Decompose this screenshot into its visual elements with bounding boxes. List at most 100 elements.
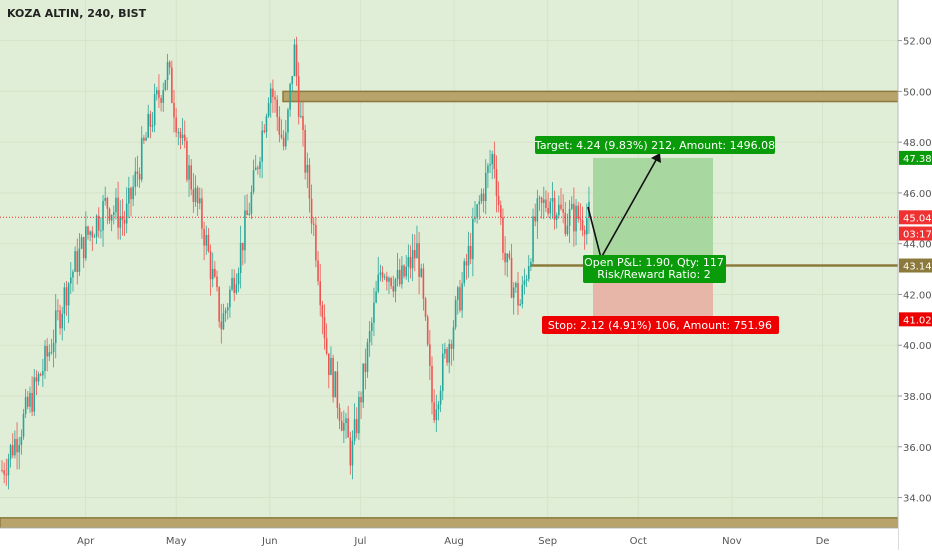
candle-body [175, 117, 177, 133]
candle-body [519, 304, 521, 306]
candle-body [89, 231, 91, 235]
candle-body [422, 268, 425, 299]
candle-body [586, 218, 588, 235]
candle-body [396, 269, 399, 280]
candle-body [463, 261, 466, 284]
candle-body [254, 167, 257, 171]
x-tick-label: Apr [77, 536, 95, 547]
candle-body [29, 392, 31, 407]
candle-body [87, 226, 89, 235]
candle-body [306, 164, 309, 173]
time-axis[interactable] [0, 528, 898, 550]
candle-body [72, 271, 74, 278]
candle-body [121, 216, 124, 220]
y-axis-ticks: 34.00 36.00 38.00 40.00 42.00 44.00 46.00 48.00… [898, 37, 932, 505]
candle-body [20, 436, 23, 445]
candle-body [433, 402, 435, 421]
candle-body [229, 289, 231, 308]
candle-body [44, 345, 46, 371]
candle-body [426, 317, 429, 345]
candle-body [304, 130, 306, 173]
candle-body [495, 169, 498, 196]
position-labels[interactable]: Target: 4.24 (9.83%) 212, Amount: 1496.0… [534, 136, 779, 334]
candle-body [46, 345, 48, 357]
candle-body [321, 305, 324, 318]
candle-body [398, 269, 401, 285]
candle-body [407, 257, 410, 267]
candle-body [27, 396, 29, 407]
candle-body [474, 217, 476, 220]
candle-body [441, 353, 444, 391]
candle-body [231, 277, 233, 290]
candle-body [39, 374, 42, 376]
candle-body [160, 97, 162, 103]
candle-body [566, 225, 569, 235]
candle-body [173, 102, 175, 118]
candle-body [207, 234, 210, 252]
price-tag-label: 41.02 [903, 315, 932, 326]
candle-body [570, 203, 573, 209]
candle-body [192, 189, 195, 202]
candle-body [506, 253, 509, 263]
candle-body [564, 212, 567, 235]
candle-body [553, 198, 556, 220]
candle-body [280, 134, 283, 138]
candle-body [171, 67, 173, 103]
candle-body [349, 437, 352, 466]
candle-body [22, 413, 25, 437]
x-tick-label: Aug [444, 536, 464, 547]
price-tag [899, 150, 932, 165]
candle-body [136, 171, 139, 174]
candle-body [95, 215, 98, 237]
candle-body [1, 470, 3, 472]
candle-body [353, 419, 356, 441]
candle-body [100, 230, 102, 232]
candle-body [31, 392, 33, 412]
candle-body [235, 284, 238, 293]
candle-body [293, 44, 296, 77]
candle-body [418, 243, 420, 277]
candle-body [125, 203, 128, 224]
candle-body [37, 374, 40, 382]
candle-body [536, 198, 539, 222]
candle-body [117, 197, 119, 228]
candle-body [517, 283, 519, 306]
candle-body [222, 313, 225, 330]
x-tick-label: Oct [630, 536, 647, 547]
candle-body [201, 198, 203, 229]
stop-badge [542, 316, 779, 334]
candle-body [164, 80, 167, 90]
candle-body [319, 281, 321, 306]
target-badge [535, 136, 775, 154]
candle-body [431, 365, 433, 403]
candle-body [179, 132, 182, 139]
candle-body [343, 423, 345, 431]
candle-body [420, 268, 423, 277]
candle-body [562, 208, 564, 213]
candle-body [196, 187, 199, 204]
price-axis[interactable] [898, 0, 932, 550]
candle-body [162, 89, 165, 103]
candle-body [444, 348, 446, 354]
candle-body [360, 397, 362, 403]
candle-body [581, 219, 584, 231]
candle-body [308, 164, 311, 199]
candle-body [510, 257, 513, 298]
candle-body [487, 165, 489, 173]
candle-body [336, 371, 339, 408]
candle-body [424, 298, 427, 318]
candle-body [295, 44, 298, 77]
candle-body [334, 371, 337, 398]
candle-body [214, 268, 216, 277]
candle-body [65, 287, 68, 306]
candle-body [194, 187, 197, 202]
y-tick-label: 36.00 [903, 443, 932, 454]
candle-body [351, 440, 354, 466]
price-tags: 47.38 45.04 03:17:0 43.14 41.02 [899, 150, 932, 327]
candle-body [168, 61, 171, 68]
candle-body [156, 90, 158, 95]
candle-body [555, 215, 558, 220]
candle-body [218, 287, 220, 322]
